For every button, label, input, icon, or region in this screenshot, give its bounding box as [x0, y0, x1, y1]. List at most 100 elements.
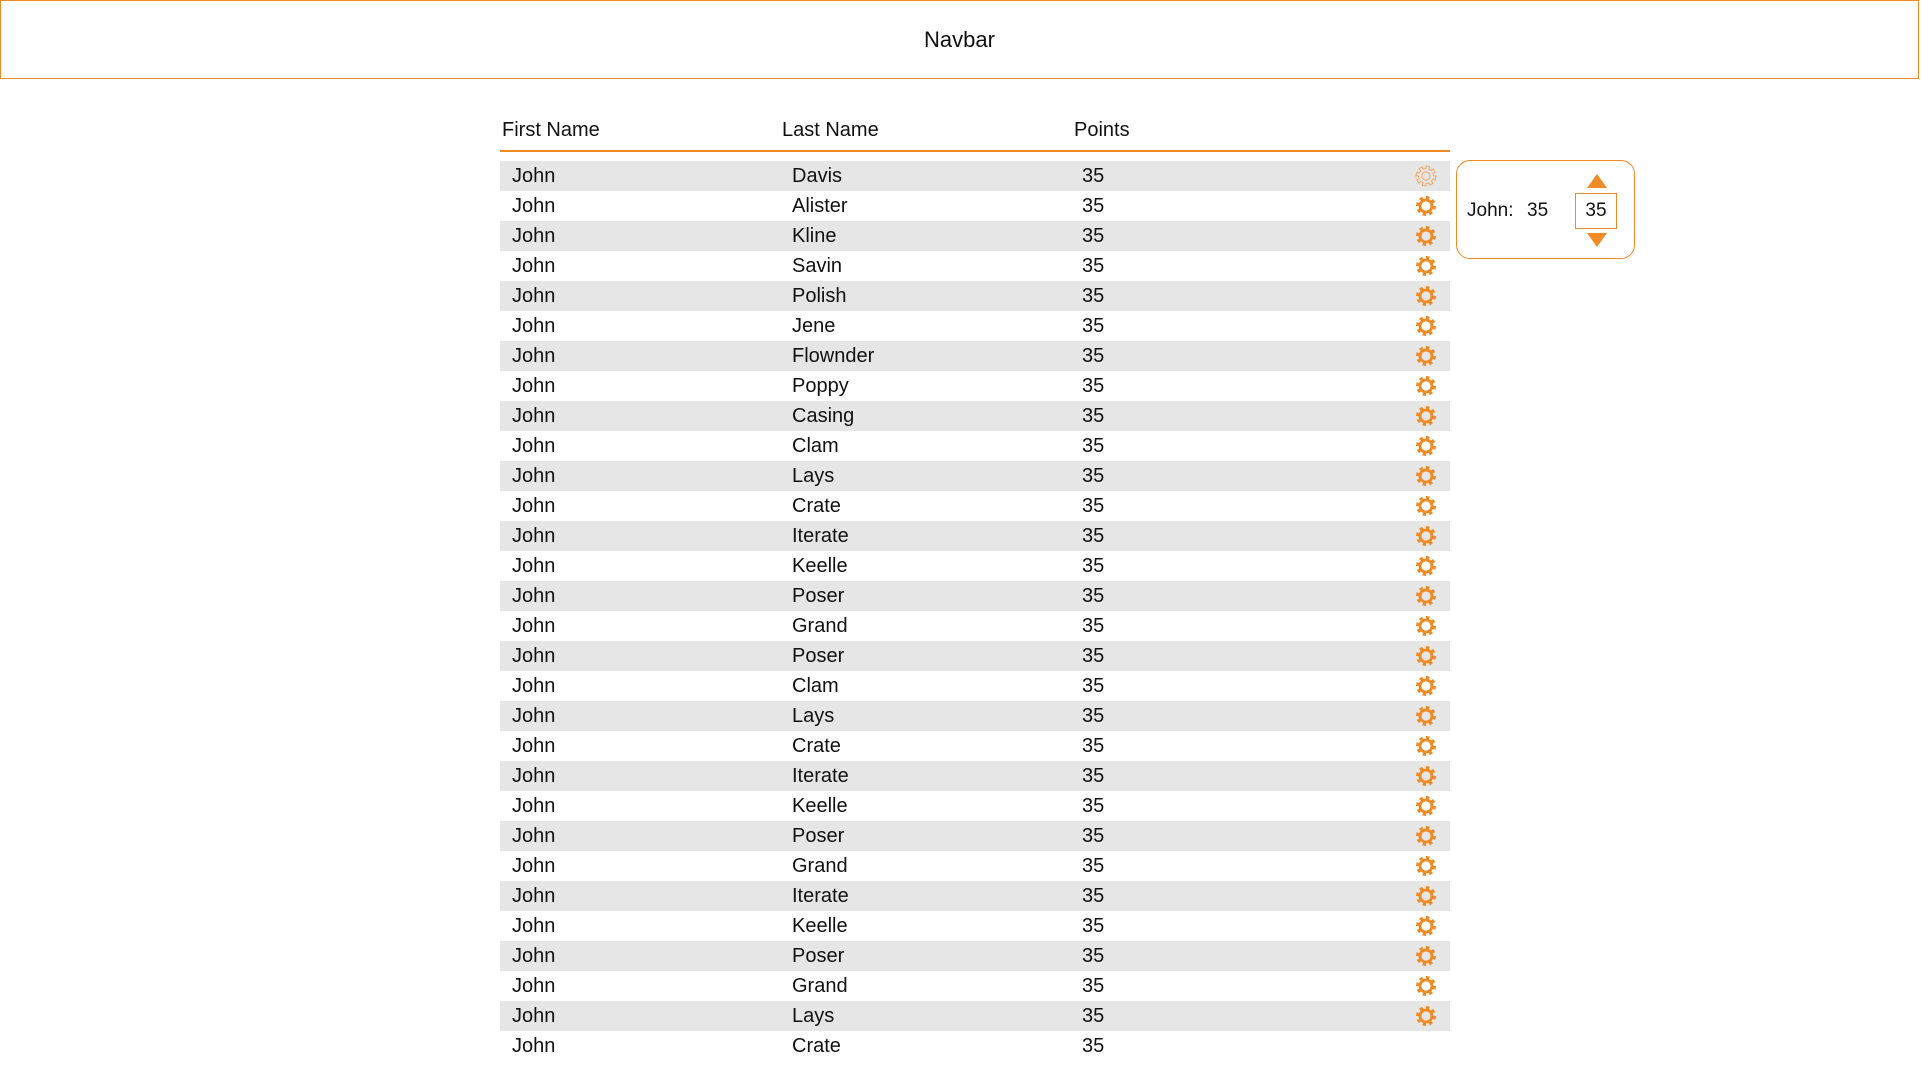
cell-first-name: John [512, 194, 556, 217]
row-action-cell [1402, 195, 1450, 217]
table-row: John Lays 35 [500, 1001, 1450, 1031]
points-input[interactable] [1575, 193, 1617, 229]
cell-points: 35 [1082, 524, 1105, 547]
table-row: John Iterate 35 [500, 761, 1450, 791]
cell-last-name: Poser [792, 944, 845, 967]
gear-icon[interactable] [1415, 615, 1437, 637]
cell-points: 35 [1082, 314, 1105, 337]
gear-icon[interactable] [1415, 315, 1437, 337]
table-row: John Alister 35 [500, 191, 1450, 221]
gear-icon[interactable] [1415, 915, 1437, 937]
cell-first-name: John [512, 794, 556, 817]
cell-last-name: Flownder [792, 344, 875, 367]
gear-icon[interactable] [1415, 285, 1437, 307]
table-row: John Poser 35 [500, 941, 1450, 971]
row-action-cell [1402, 825, 1450, 847]
cell-points: 35 [1082, 764, 1105, 787]
cell-first-name: John [512, 494, 556, 517]
cell-first-name: John [512, 644, 556, 667]
cell-first-name: John [512, 254, 556, 277]
gear-icon[interactable] [1415, 855, 1437, 877]
row-action-cell [1402, 255, 1450, 277]
editor-current-points: 35 [1527, 200, 1549, 221]
cell-points: 35 [1082, 944, 1105, 967]
table-row: John Clam 35 [500, 431, 1450, 461]
gear-icon[interactable] [1415, 765, 1437, 787]
table-row: John Crate 35 [500, 491, 1450, 521]
gear-icon[interactable] [1415, 945, 1437, 967]
table-row: John Savin 35 [500, 251, 1450, 281]
cell-first-name: John [512, 344, 556, 367]
table-row: John Poppy 35 [500, 371, 1450, 401]
cell-first-name: John [512, 554, 556, 577]
gear-icon[interactable] [1415, 405, 1437, 427]
cell-first-name: John [512, 224, 556, 247]
cell-first-name: John [512, 854, 556, 877]
cell-first-name: John [512, 1004, 556, 1027]
cell-points: 35 [1082, 224, 1105, 247]
cell-points: 35 [1082, 824, 1105, 847]
cell-points: 35 [1082, 584, 1105, 607]
gear-icon[interactable] [1415, 465, 1437, 487]
row-action-cell [1402, 345, 1450, 367]
cell-points: 35 [1082, 554, 1105, 577]
cell-points: 35 [1082, 284, 1105, 307]
increment-arrow-icon[interactable] [1587, 174, 1607, 188]
cell-first-name: John [512, 164, 556, 187]
gear-icon[interactable] [1415, 735, 1437, 757]
cell-last-name: Polish [792, 284, 847, 307]
cell-points: 35 [1082, 674, 1105, 697]
gear-icon[interactable] [1415, 885, 1437, 907]
gear-icon[interactable] [1415, 525, 1437, 547]
cell-points: 35 [1082, 884, 1105, 907]
cell-last-name: Davis [792, 164, 843, 187]
cell-points: 35 [1082, 164, 1105, 187]
cell-last-name: Keelle [792, 794, 848, 817]
cell-first-name: John [512, 974, 556, 997]
gear-icon[interactable] [1415, 495, 1437, 517]
gear-icon[interactable] [1415, 225, 1437, 247]
cell-points: 35 [1082, 794, 1105, 817]
table-row: John Kline 35 [500, 221, 1450, 251]
gear-icon[interactable] [1415, 375, 1437, 397]
gear-icon[interactable] [1415, 975, 1437, 997]
cell-first-name: John [512, 734, 556, 757]
gear-icon[interactable] [1415, 585, 1437, 607]
table-body: John Davis 35 John Alister 35 John Kline 35 John S… [500, 161, 1450, 1061]
row-action-cell [1402, 615, 1450, 637]
cell-last-name: Casing [792, 404, 855, 427]
gear-icon[interactable] [1415, 555, 1437, 577]
gear-icon[interactable] [1415, 195, 1437, 217]
gear-icon[interactable] [1415, 255, 1437, 277]
decrement-arrow-icon[interactable] [1587, 233, 1607, 247]
gear-icon[interactable] [1415, 165, 1437, 187]
cell-last-name: Grand [792, 974, 848, 997]
cell-points: 35 [1082, 464, 1105, 487]
cell-points: 35 [1082, 614, 1105, 637]
row-action-cell [1402, 735, 1450, 757]
cell-last-name: Jene [792, 314, 836, 337]
gear-icon[interactable] [1415, 645, 1437, 667]
row-action-cell [1402, 315, 1450, 337]
gear-icon[interactable] [1415, 1005, 1437, 1027]
cell-points: 35 [1082, 434, 1105, 457]
cell-points: 35 [1082, 1034, 1105, 1057]
table-row: John Polish 35 [500, 281, 1450, 311]
gear-icon[interactable] [1415, 435, 1437, 457]
editor-name-label: John: [1467, 200, 1514, 221]
cell-last-name: Keelle [792, 914, 848, 937]
cell-last-name: Kline [792, 224, 837, 247]
cell-first-name: John [512, 674, 556, 697]
row-action-cell [1402, 855, 1450, 877]
gear-icon[interactable] [1415, 675, 1437, 697]
cell-first-name: John [512, 914, 556, 937]
gear-icon[interactable] [1415, 705, 1437, 727]
row-action-cell [1402, 915, 1450, 937]
gear-icon[interactable] [1415, 795, 1437, 817]
cell-first-name: John [512, 404, 556, 427]
gear-icon[interactable] [1415, 825, 1437, 847]
cell-first-name: John [512, 1034, 556, 1057]
cell-first-name: John [512, 284, 556, 307]
cell-last-name: Crate [792, 1034, 841, 1057]
gear-icon[interactable] [1415, 345, 1437, 367]
